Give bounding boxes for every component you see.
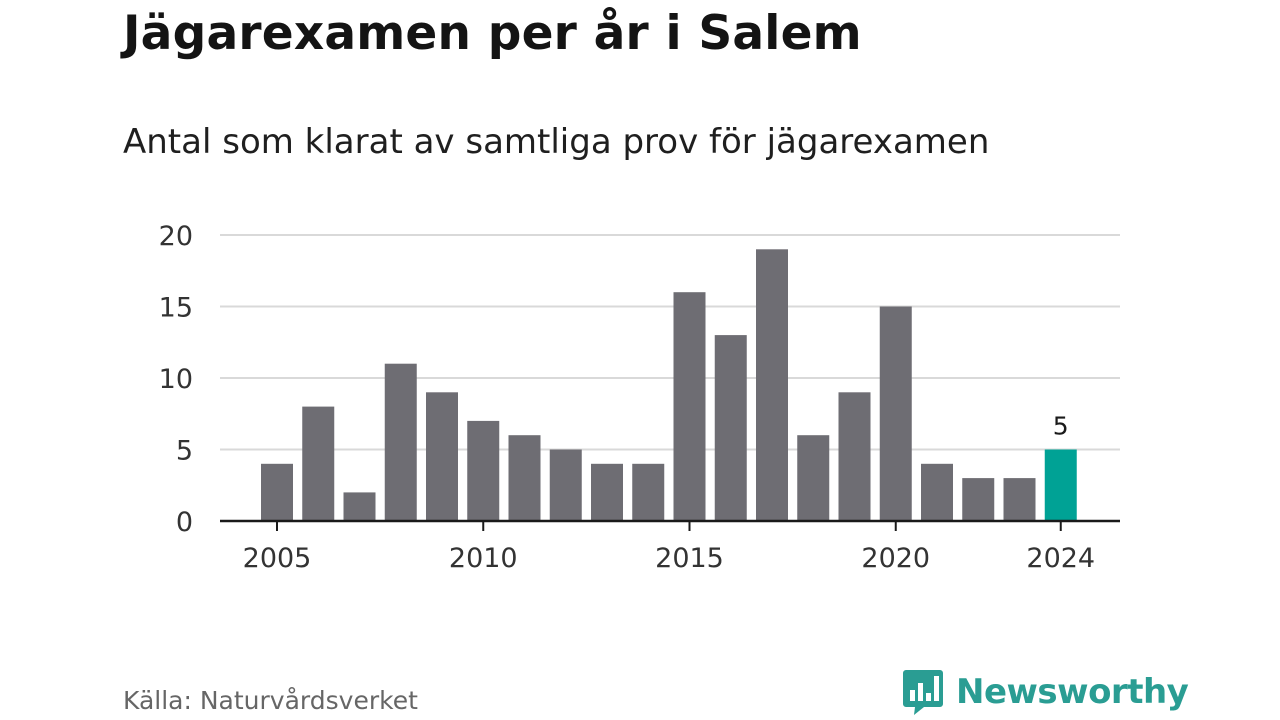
bar-highlight: [1044, 449, 1077, 521]
x-tick-label: 2024: [1026, 543, 1095, 574]
bar: [384, 363, 417, 521]
bar: [302, 406, 335, 521]
bar: [838, 392, 871, 521]
bar: [591, 463, 623, 521]
y-axis-labels: 0 5 10 15 20: [159, 221, 193, 538]
bar: [797, 435, 830, 521]
x-tick-label: 2015: [655, 543, 724, 574]
bar-chart-speech-bubble-icon: [903, 670, 943, 715]
bar: [508, 435, 541, 521]
x-tick-label: 2020: [861, 543, 930, 574]
y-tick-label: 10: [159, 364, 193, 395]
gridlines: [220, 234, 1120, 451]
bar: [921, 463, 953, 521]
bar: [467, 420, 500, 521]
bar: [343, 492, 376, 521]
x-axis: 2005 2010 2015 2020 2024: [220, 519, 1120, 574]
x-tick-label: 2005: [243, 543, 312, 574]
chart-subtitle: Antal som klarat av samtliga prov för jä…: [123, 122, 990, 162]
y-tick-label: 20: [159, 221, 193, 252]
x-tick-label: 2010: [449, 543, 518, 574]
bars: [261, 249, 1077, 522]
bar: [426, 392, 458, 521]
y-tick-label: 5: [176, 436, 193, 467]
brand-logo: Newsworthy: [902, 668, 1189, 716]
annotations: 5: [1053, 412, 1069, 441]
bar: [549, 449, 582, 521]
y-tick-label: 15: [159, 293, 193, 324]
y-tick-label: 0: [176, 507, 193, 538]
bar: [962, 478, 995, 521]
bar: [673, 292, 706, 521]
bar: [714, 335, 747, 521]
brand-name: Newsworthy: [956, 672, 1189, 712]
bar: [261, 463, 293, 521]
bar: [632, 463, 665, 521]
bar: [756, 249, 788, 522]
bar-chart: 0 5 10 15 20 2005 2010 2015 2020 2024 5: [159, 221, 1120, 574]
data-label: 5: [1053, 412, 1069, 441]
bar: [879, 306, 912, 521]
chart-title: Jägarexamen per år i Salem: [123, 6, 862, 61]
source-note: Källa: Naturvårdsverket: [123, 686, 418, 715]
bar: [1003, 478, 1036, 521]
